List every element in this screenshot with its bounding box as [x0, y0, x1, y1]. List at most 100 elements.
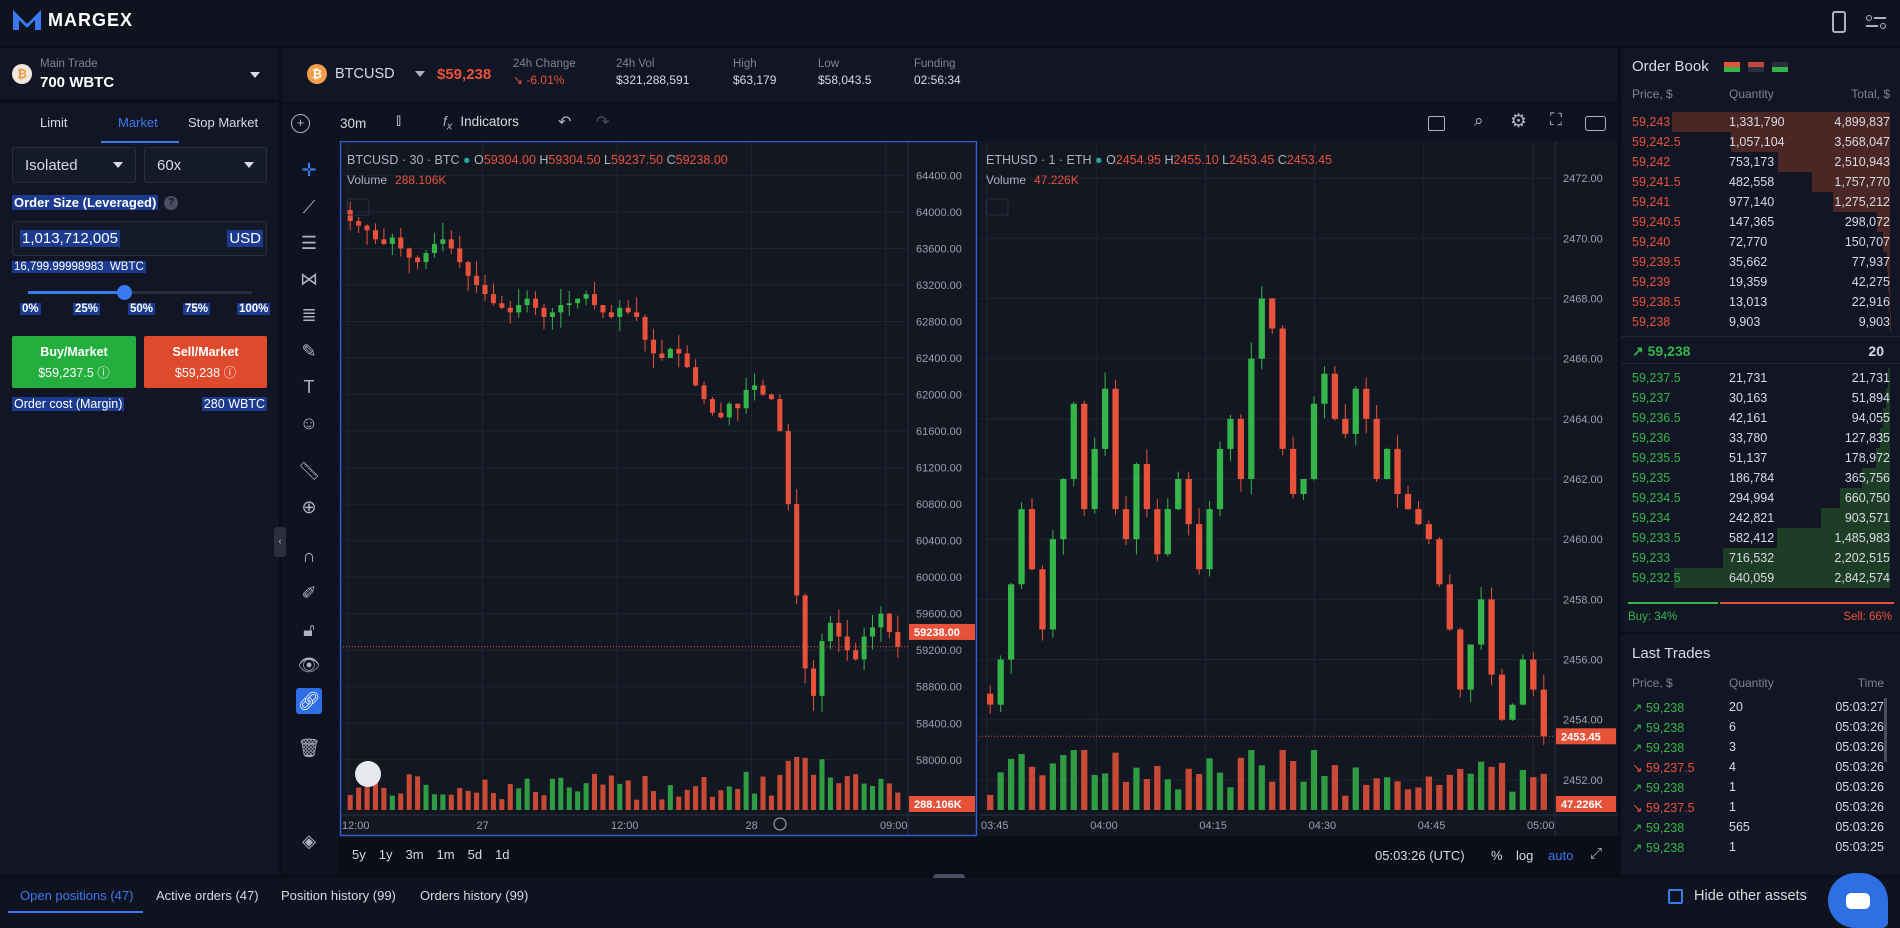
order-size-input[interactable]: 1,013,712,005 USD — [12, 221, 267, 256]
zoom-search-icon[interactable]: ⌕ — [1474, 111, 1484, 130]
order-book-row[interactable]: 59,242 753,173 2,510,943 — [1632, 152, 1890, 172]
camera-icon[interactable] — [1585, 116, 1606, 131]
text-icon[interactable]: T — [303, 377, 315, 397]
symbol-selector[interactable]: ₿ BTCUSD — [307, 64, 425, 84]
view-bids-icon[interactable] — [1772, 62, 1788, 72]
layout-icon[interactable] — [1428, 116, 1445, 131]
lock-pencil-icon[interactable]: ✐ — [301, 583, 317, 603]
undo-icon[interactable]: ↶ — [558, 114, 572, 131]
view-asks-icon[interactable] — [1748, 62, 1764, 72]
emoji-icon[interactable]: ☺ — [299, 413, 319, 433]
candle — [1383, 448, 1391, 479]
brush-icon[interactable]: ✎ — [301, 341, 317, 361]
bottom-tab[interactable]: Position history (99) — [281, 888, 396, 903]
range-button-5d[interactable]: 5d — [467, 847, 483, 862]
auto-toggle[interactable]: auto — [1548, 848, 1574, 863]
bottom-tab[interactable]: Active orders (47) — [156, 888, 259, 903]
range-button-1d[interactable]: 1d — [495, 847, 510, 862]
tab-limit[interactable]: Limit — [40, 115, 68, 130]
gear-icon[interactable]: ⚙ — [1510, 111, 1528, 132]
order-book-row[interactable]: 59,235 186,784 365,756 — [1632, 468, 1890, 488]
trade-qty: 3 — [1729, 740, 1736, 754]
settings-sliders-icon[interactable] — [1866, 13, 1886, 31]
layers-icon[interactable]: ◈ — [302, 831, 316, 851]
slider-mark[interactable]: 0% — [20, 303, 41, 315]
order-book-row[interactable]: 59,240 72,770 150,707 — [1632, 232, 1890, 252]
chat-support-button[interactable] — [1828, 873, 1888, 928]
order-book-row[interactable]: 59,236.5 42,161 94,055 — [1632, 408, 1890, 428]
ruler-icon[interactable]: 📏︎ — [297, 461, 321, 481]
order-book-row[interactable]: 59,233.5 582,412 1,485,983 — [1632, 528, 1890, 548]
order-book-row[interactable]: 59,241 977,140 1,275,212 — [1632, 192, 1890, 212]
expand-icon[interactable]: ⤢ — [1590, 845, 1603, 862]
range-button-1m[interactable]: 1m — [436, 847, 455, 862]
fib-icon[interactable]: ≣ — [301, 305, 317, 325]
tab-stop-market[interactable]: Stop Market — [188, 115, 259, 130]
row-qty: 9,903 — [1729, 315, 1761, 329]
fullscreen-icon[interactable]: ⛶ — [1550, 110, 1562, 129]
percent-toggle[interactable]: % — [1491, 848, 1503, 863]
eye-icon[interactable]: 👁︎ — [297, 655, 321, 675]
pattern-icon[interactable]: ⋈ — [300, 269, 318, 289]
order-book-row[interactable]: 59,238.5 13,013 22,916 — [1632, 292, 1890, 312]
sell-market-button[interactable]: Sell/Market $59,238 ⓘ — [144, 336, 267, 388]
price-charts[interactable]: 64400.00 64000.00 63600.00 63200.00 62800.00… — [338, 141, 1618, 875]
order-book-row[interactable]: 59,242.5 1,057,104 3,568,047 — [1632, 132, 1890, 152]
candle — [709, 399, 715, 413]
order-book-row[interactable]: 59,236 33,780 127,835 — [1632, 428, 1890, 448]
horizontal-lines-icon[interactable]: ☰ — [300, 233, 318, 253]
collapse-toolbar-handle[interactable]: ‹ — [274, 527, 286, 557]
order-book-row[interactable]: 59,241.5 482,558 1,757,770 — [1632, 172, 1890, 192]
slider-mark[interactable]: 50% — [128, 303, 156, 315]
order-book-row[interactable]: 59,237.5 21,731 21,731 — [1632, 368, 1890, 388]
mobile-icon[interactable] — [1832, 11, 1846, 33]
range-button-5y[interactable]: 5y — [352, 847, 366, 862]
candle-style-icon[interactable]: ⫾ — [396, 112, 402, 129]
margex-logo[interactable]: MARGEX — [12, 8, 133, 32]
order-book-row[interactable]: 59,239.5 35,662 77,937 — [1632, 252, 1890, 272]
log-toggle[interactable]: log — [1516, 848, 1534, 863]
order-book-row[interactable]: 59,234.5 294,994 660,750 — [1632, 488, 1890, 508]
trend-line-icon[interactable]: ⟋ — [302, 197, 316, 217]
buy-market-button[interactable]: Buy/Market $59,237.5 ⓘ — [12, 336, 136, 388]
slider-mark[interactable]: 100% — [237, 303, 271, 315]
order-book-row[interactable]: 59,238 9,903 9,903 — [1632, 312, 1890, 332]
margin-mode-select[interactable]: Isolated — [12, 147, 136, 183]
range-button-3m[interactable]: 3m — [405, 847, 424, 862]
slider-mark[interactable]: 25% — [73, 303, 101, 315]
crosshair-icon[interactable]: ✛ — [301, 160, 317, 180]
order-book-row[interactable]: 59,233 716,532 2,202,515 — [1632, 548, 1890, 568]
order-book-row[interactable]: 59,234 242,821 903,571 — [1632, 508, 1890, 528]
size-slider[interactable] — [28, 285, 252, 300]
order-book-row[interactable]: 59,239 19,359 42,275 — [1632, 272, 1890, 292]
lock-icon[interactable]: 🔓︎ — [303, 620, 315, 640]
account-selector[interactable]: ₿ Main Trade 700 WBTC — [0, 48, 279, 100]
order-book-row[interactable]: 59,235.5 51,137 178,972 — [1632, 448, 1890, 468]
hide-other-assets-checkbox[interactable] — [1668, 889, 1683, 904]
slider-handle[interactable] — [117, 285, 133, 300]
order-book-row[interactable]: 59,240.5 147,365 298,072 — [1632, 212, 1890, 232]
order-book-row[interactable]: 59,232.5 640,059 2,842,574 — [1632, 568, 1890, 588]
trash-icon[interactable]: 🗑︎ — [297, 738, 321, 758]
help-icon[interactable]: ? — [164, 195, 179, 210]
range-button-1y[interactable]: 1y — [378, 847, 393, 862]
trades-scrollbar[interactable] — [1884, 698, 1887, 762]
bottom-tab[interactable]: Open positions (47) — [20, 888, 134, 903]
magnet-icon[interactable]: ∩ — [302, 546, 316, 566]
link-icon[interactable]: 🔗︎ — [296, 688, 322, 714]
leverage-select[interactable]: 60x — [144, 147, 267, 183]
order-book-row[interactable]: 59,237 30,163 51,894 — [1632, 388, 1890, 408]
candle — [440, 239, 446, 244]
tab-market[interactable]: Market — [118, 115, 158, 130]
indicators-button[interactable]: fx Indicators — [443, 114, 519, 133]
slider-marks: 0% 25% 50% 75% 100% — [12, 303, 271, 319]
add-symbol-icon[interactable]: + — [291, 114, 310, 133]
candle — [1331, 373, 1339, 419]
slider-mark[interactable]: 75% — [183, 303, 211, 315]
candle — [1007, 584, 1015, 660]
bottom-tab[interactable]: Orders history (99) — [420, 888, 529, 903]
order-book-row[interactable]: 59,243 1,331,790 4,899,837 — [1632, 112, 1890, 132]
view-both-icon[interactable] — [1724, 62, 1740, 72]
zoom-in-icon[interactable]: ⊕ — [301, 497, 317, 517]
interval-button[interactable]: 30m — [340, 116, 367, 131]
